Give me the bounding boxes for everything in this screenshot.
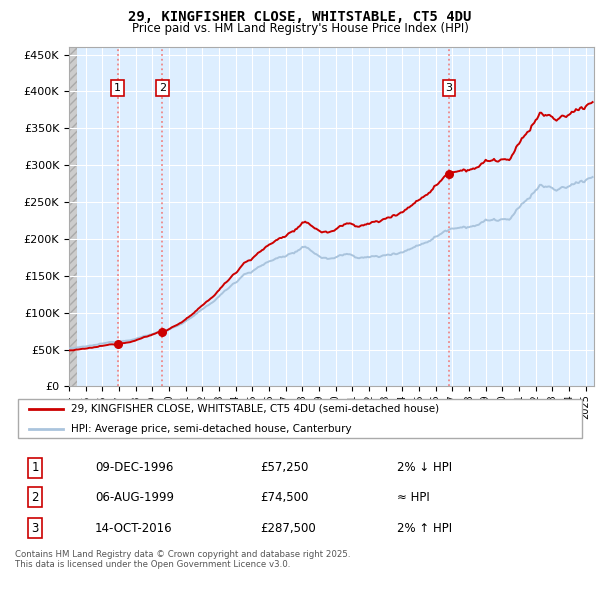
Text: £287,500: £287,500 [260,522,316,535]
Bar [69,47,77,386]
Text: 2: 2 [31,490,39,504]
Text: 29, KINGFISHER CLOSE, WHITSTABLE, CT5 4DU (semi-detached house): 29, KINGFISHER CLOSE, WHITSTABLE, CT5 4D… [71,404,439,414]
Text: £57,250: £57,250 [260,461,308,474]
Text: 2: 2 [159,83,166,93]
Text: Contains HM Land Registry data © Crown copyright and database right 2025.
This d: Contains HM Land Registry data © Crown c… [15,550,350,569]
Text: 09-DEC-1996: 09-DEC-1996 [95,461,173,474]
Text: HPI: Average price, semi-detached house, Canterbury: HPI: Average price, semi-detached house,… [71,424,352,434]
Text: ≈ HPI: ≈ HPI [397,490,430,504]
FancyBboxPatch shape [18,399,582,438]
Text: 06-AUG-1999: 06-AUG-1999 [95,490,174,504]
Text: Price paid vs. HM Land Registry's House Price Index (HPI): Price paid vs. HM Land Registry's House … [131,22,469,35]
Text: £74,500: £74,500 [260,490,308,504]
Text: 3: 3 [445,83,452,93]
Text: 2% ↓ HPI: 2% ↓ HPI [397,461,452,474]
Text: 2% ↑ HPI: 2% ↑ HPI [397,522,452,535]
Text: 29, KINGFISHER CLOSE, WHITSTABLE, CT5 4DU: 29, KINGFISHER CLOSE, WHITSTABLE, CT5 4D… [128,10,472,24]
Text: 3: 3 [31,522,38,535]
Text: 1: 1 [31,461,39,474]
Text: 14-OCT-2016: 14-OCT-2016 [95,522,172,535]
Text: 1: 1 [114,83,121,93]
